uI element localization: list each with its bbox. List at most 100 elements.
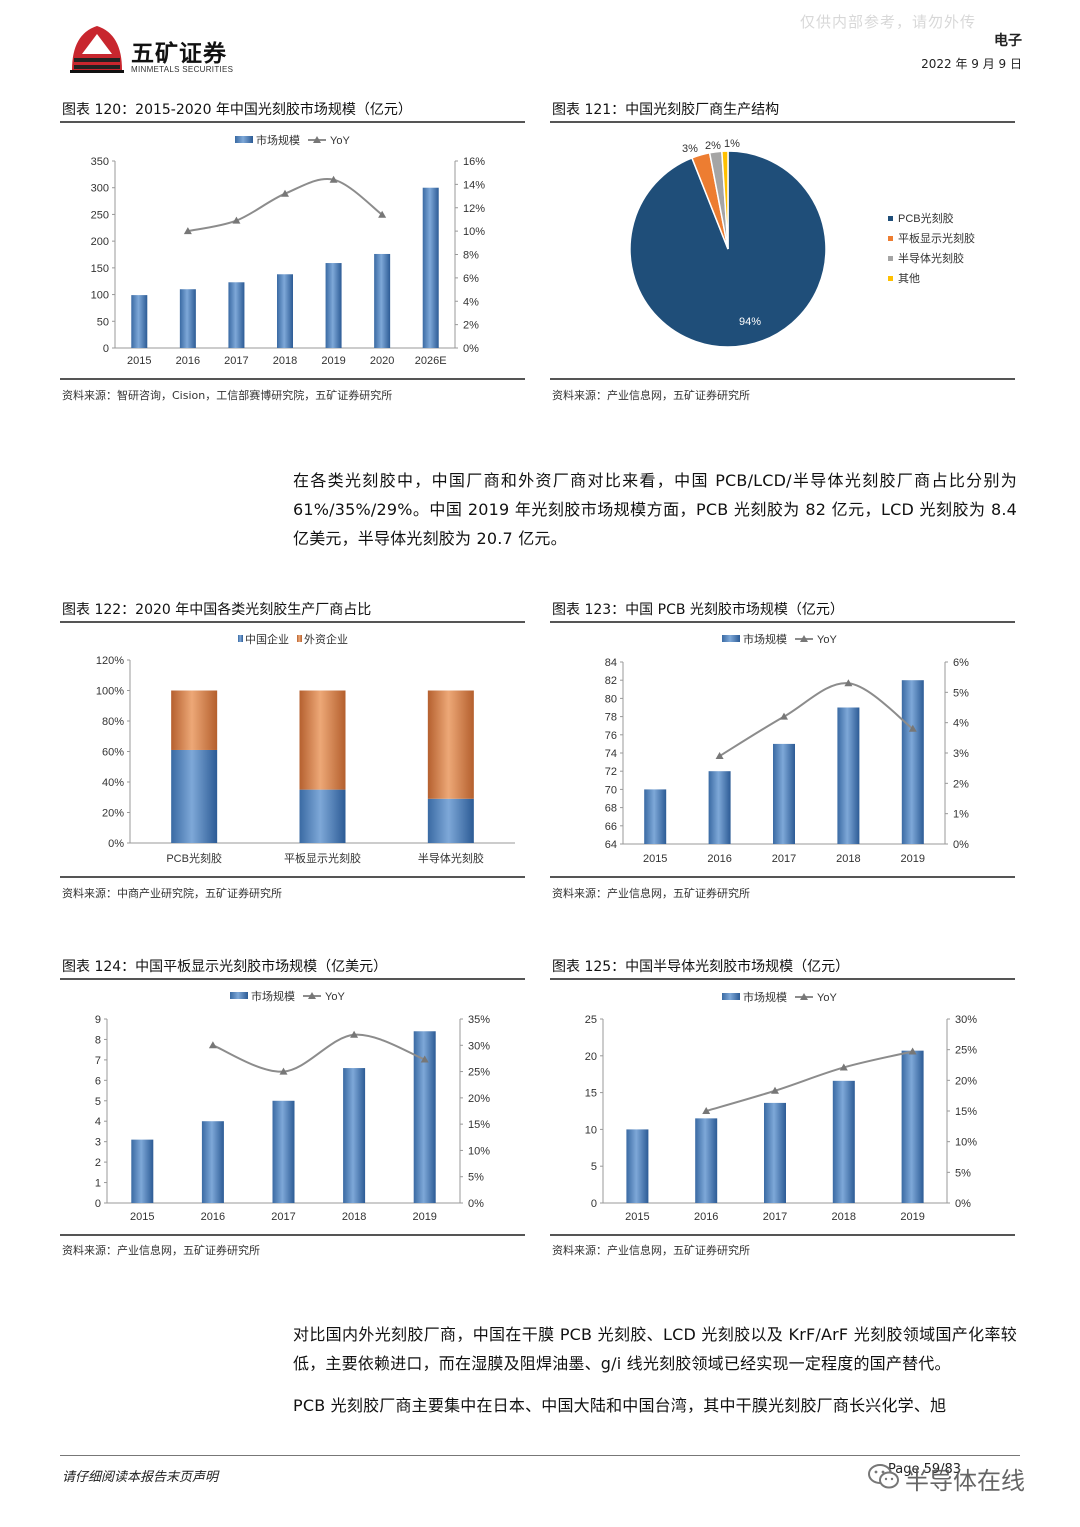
x-axis-tick-label: 2016 xyxy=(707,853,731,865)
yoy-line xyxy=(187,178,383,233)
y-axis-tick-label: 50 xyxy=(97,316,109,328)
company-logo xyxy=(68,20,126,74)
yoy-point xyxy=(350,1030,359,1038)
logo-subtitle: MINMETALS SECURITIES xyxy=(131,65,234,74)
y-axis-tick-label: 350 xyxy=(91,156,109,168)
x-axis-tick-label: 2016 xyxy=(201,1211,225,1223)
y-axis-tick-label: 40% xyxy=(102,777,124,789)
figure-125-bottom-rule xyxy=(550,1234,1015,1236)
y2-axis-tick-label: 30% xyxy=(468,1040,490,1052)
logo-emblem-icon xyxy=(70,26,124,73)
y-axis-tick-label: 300 xyxy=(91,183,109,195)
figure-125-top-rule xyxy=(550,978,1015,980)
y-axis-tick-label: 76 xyxy=(605,730,617,742)
pie-value-label: 94% xyxy=(739,316,761,328)
y-axis-tick-label: 84 xyxy=(605,657,617,669)
y2-axis-tick-label: 30% xyxy=(955,1014,977,1026)
footer-page-number: Page 59/83 xyxy=(888,1462,962,1477)
pie-value-label: 1% xyxy=(724,138,740,150)
figure-120-source: 资料来源：智研咨询，Cision，工信部赛博研究院，五矿证券研究所 xyxy=(62,389,393,402)
yoy-point xyxy=(420,1055,429,1063)
figure-124-top-rule xyxy=(60,978,525,980)
y2-axis-tick-label: 6% xyxy=(463,273,479,285)
y-axis-tick-label: 100% xyxy=(96,686,124,698)
figure-121-source: 资料来源：产业信息网，五矿证券研究所 xyxy=(552,389,750,402)
legend-bar-swatch xyxy=(238,635,243,642)
y2-axis-tick-label: 6% xyxy=(953,657,969,669)
x-axis-tick-label: 2015 xyxy=(130,1211,154,1223)
yoy-point xyxy=(839,1063,848,1071)
y2-axis-tick-label: 35% xyxy=(468,1014,490,1026)
figure-125-source: 资料来源：产业信息网，五矿证券研究所 xyxy=(552,1244,750,1257)
body-paragraph-1: 在各类光刻胶中，中国厂商和外资厂商对比来看，中国 PCB/LCD/半导体光刻胶厂… xyxy=(293,466,1017,566)
y2-axis-tick-label: 10% xyxy=(463,226,485,238)
x-axis-tick-label: 2019 xyxy=(900,1211,924,1223)
legend-label: YoY xyxy=(330,135,350,147)
logo-text: 五矿证券 xyxy=(131,41,227,67)
yoy-line xyxy=(719,682,914,757)
y-axis-tick-label: 5 xyxy=(591,1161,597,1173)
y2-axis-tick-label: 8% xyxy=(463,250,479,262)
y2-axis-tick-label: 0% xyxy=(953,839,969,851)
stacked-bar-segment-china xyxy=(299,789,346,843)
y-axis-tick-label: 70 xyxy=(605,784,617,796)
legend-bar-swatch xyxy=(722,993,740,1000)
y-axis-tick-label: 0 xyxy=(591,1198,597,1210)
x-axis-tick-label: 2015 xyxy=(643,853,667,865)
stacked-bar-segment-foreign xyxy=(299,690,346,790)
y-axis-tick-label: 64 xyxy=(605,839,617,851)
y-axis-tick-label: 10 xyxy=(585,1124,597,1136)
y-axis-tick-label: 78 xyxy=(605,712,617,724)
bar xyxy=(422,187,439,348)
y-axis-tick-label: 82 xyxy=(605,675,617,687)
y-axis-tick-label: 250 xyxy=(91,209,109,221)
bar xyxy=(325,263,342,348)
y-axis-tick-label: 80% xyxy=(102,716,124,728)
y2-axis-tick-label: 10% xyxy=(955,1137,977,1149)
y2-axis-tick-label: 20% xyxy=(468,1093,490,1105)
y-axis-tick-label: 72 xyxy=(605,766,617,778)
legend-label: 其他 xyxy=(898,272,920,285)
legend-triangle-marker xyxy=(308,992,316,999)
stacked-bar-segment-china xyxy=(171,749,218,843)
wechat-icon xyxy=(868,1463,900,1491)
legend-label: YoY xyxy=(817,634,837,646)
x-axis-tick-label: 2018 xyxy=(836,853,860,865)
yoy-point xyxy=(771,1086,779,1094)
y-axis-tick-label: 120% xyxy=(96,655,124,667)
figure-121-title: 图表 121：中国光刻胶厂商生产结构 xyxy=(552,102,780,118)
legend-label: 半导体光刻胶 xyxy=(898,251,964,265)
yoy-point xyxy=(183,227,192,235)
yoy-point xyxy=(378,210,387,218)
bar xyxy=(901,1050,924,1203)
yoy-point xyxy=(780,712,788,720)
y2-axis-tick-label: 2% xyxy=(463,320,479,332)
y-axis-tick-label: 1 xyxy=(95,1178,101,1190)
x-axis-tick-label: 2017 xyxy=(224,355,248,367)
figure-122-chart: 0% 20% 40% 60% 80% 100% 120% PCB光刻胶 平板显示光刻胶 半导体光刻… xyxy=(96,632,515,865)
yoy-point xyxy=(844,679,853,687)
legend-bar-swatch xyxy=(235,136,253,143)
bar xyxy=(773,743,795,844)
x-axis-tick-label: PCB光刻胶 xyxy=(166,851,222,865)
bar xyxy=(695,1118,718,1203)
x-axis-tick-label: 2017 xyxy=(763,1211,787,1223)
legend-swatch xyxy=(888,236,893,241)
yoy-point xyxy=(908,724,917,732)
x-axis-tick-label: 2016 xyxy=(694,1211,718,1223)
y-axis-tick-label: 25 xyxy=(585,1014,597,1026)
yoy-point xyxy=(208,1041,217,1049)
legend-triangle-marker xyxy=(313,136,321,143)
footer-rule xyxy=(60,1455,1020,1456)
figure-124-chart: 0 1 2 3 4 5 6 7 8 9 0% 5% 10% 15% 20% 25% 30% 35% 2015 2016… xyxy=(95,989,490,1223)
y-axis-tick-label: 20 xyxy=(585,1051,597,1063)
y2-axis-tick-label: 16% xyxy=(463,156,485,168)
legend-label: YoY xyxy=(325,991,345,1003)
yoy-point xyxy=(702,1107,711,1114)
bar xyxy=(131,1139,154,1203)
y-axis-tick-label: 4 xyxy=(95,1116,101,1128)
y2-axis-tick-label: 15% xyxy=(468,1119,490,1131)
bar xyxy=(179,289,196,348)
y-axis-tick-label: 20% xyxy=(102,808,124,820)
y-axis-tick-label: 2 xyxy=(95,1157,101,1169)
